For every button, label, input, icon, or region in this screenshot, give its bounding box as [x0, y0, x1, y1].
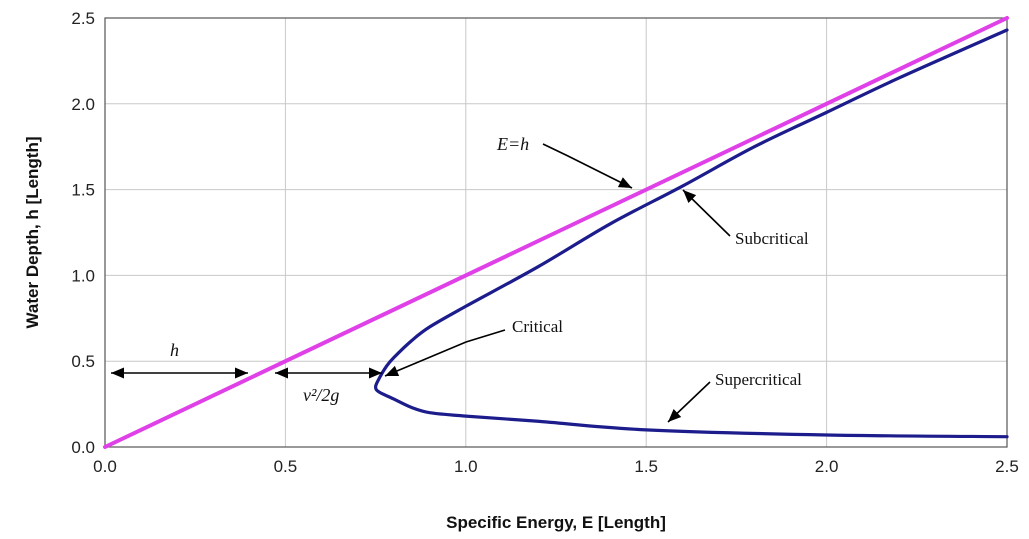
- y-tick-label: 0.5: [71, 352, 95, 371]
- x-tick-label: 2.0: [815, 457, 839, 476]
- annotation-critical: Critical: [512, 317, 563, 336]
- annotations: E=h Subcritical Critical Supercritical h…: [111, 134, 809, 423]
- y-tick-label: 2.0: [71, 95, 95, 114]
- arrow-e-eq-h-head: [617, 177, 632, 188]
- y-tick-label: 0.0: [71, 438, 95, 457]
- annotation-velocity-head: v²/2g: [303, 385, 339, 405]
- y-tick-label: 1.5: [71, 181, 95, 200]
- series-layer: [103, 16, 1009, 449]
- arrow-subcritical-head: [683, 190, 697, 204]
- y-tick-label: 1.0: [71, 266, 95, 285]
- arrow-supercritical-head: [668, 409, 682, 422]
- series-line-specific-energy: [374, 28, 1009, 439]
- arrow-critical-head: [385, 365, 400, 377]
- x-tick-label: 1.5: [634, 457, 658, 476]
- x-tick-label: 2.5: [995, 457, 1019, 476]
- y-tick-label: 2.5: [71, 9, 95, 28]
- arrow-critical: [384, 329, 506, 377]
- y-axis-title: Water Depth, h [Length]: [23, 136, 42, 328]
- annotation-h: h: [170, 340, 179, 360]
- plot-frame: [104, 17, 1008, 448]
- dimension-arrow-h-head-right: [235, 367, 248, 379]
- dimension-arrow-velocity-head-head-left: [275, 367, 288, 379]
- dimension-arrow-h-head-left: [111, 367, 124, 379]
- arrow-e-eq-h: [542, 143, 633, 189]
- annotation-supercritical: Supercritical: [715, 370, 802, 389]
- x-tick-label: 0.0: [93, 457, 117, 476]
- x-tick-label: 0.5: [274, 457, 298, 476]
- series-line-e-eq-h: [103, 16, 1009, 449]
- annotation-subcritical: Subcritical: [735, 229, 809, 248]
- x-tick-label: 1.0: [454, 457, 478, 476]
- x-axis-title: Specific Energy, E [Length]: [446, 513, 666, 532]
- dimension-arrow-velocity-head-head-right: [369, 367, 382, 379]
- annotation-e-eq-h: E=h: [496, 134, 529, 154]
- tick-labels: 0.0 0.5 1.0 1.5 2.0 2.5 0.0 0.5 1.0 1.5 2.0 2.5: [71, 9, 1018, 476]
